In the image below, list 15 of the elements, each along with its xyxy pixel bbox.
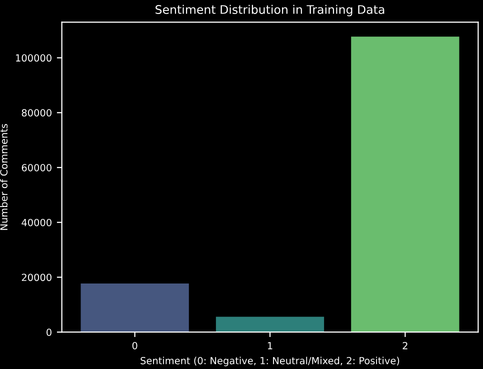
y-tick-label: 20000 [22,274,52,282]
x-axis-title: Sentiment (0: Negative, 1: Neutral/Mixed, 2: Positive) [140,356,400,366]
bar [80,284,189,332]
y-axis-title: Number of Comments [0,124,8,230]
chart-title: Sentiment Distribution in Training Data [156,4,384,16]
bar [351,36,460,332]
y-tick-label: 80000 [22,109,52,116]
x-tick-label: 0 [132,342,138,350]
bar [216,316,324,332]
y-tick-label: 60000 [22,164,52,172]
x-tick-label: 2 [402,342,408,350]
y-tick-label: 0 [46,328,52,336]
x-tick-label: 1 [268,342,272,350]
y-tick-label: 100000 [16,54,52,62]
y-tick-label: 40000 [22,218,52,226]
